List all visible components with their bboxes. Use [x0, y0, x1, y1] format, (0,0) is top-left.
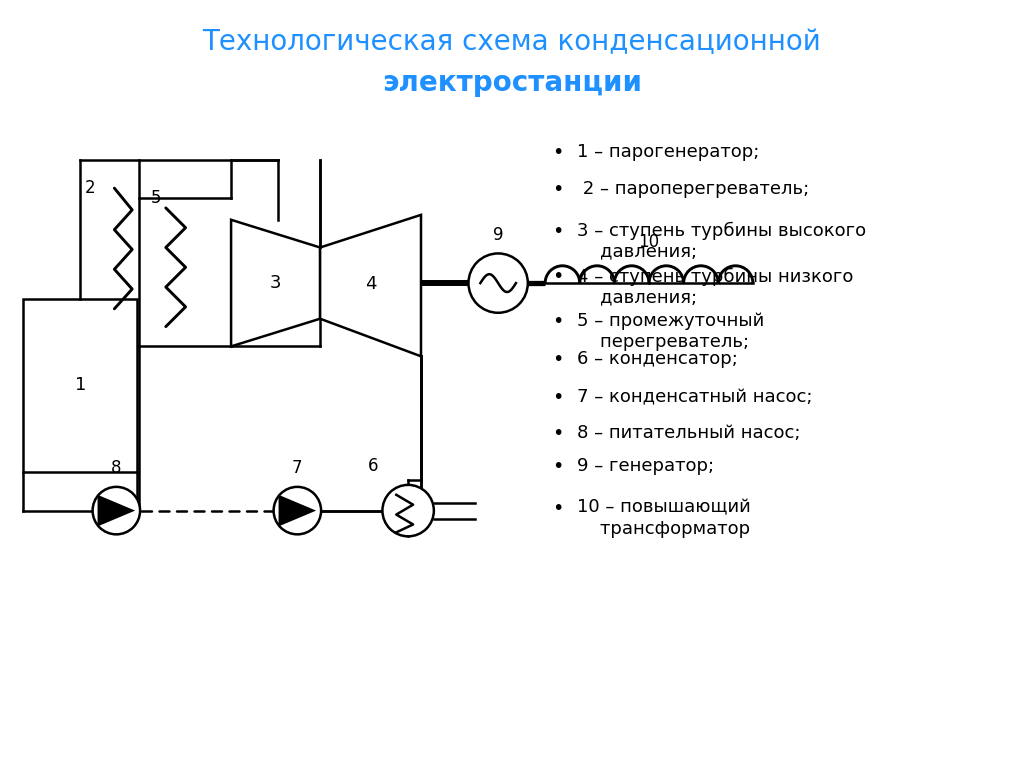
- Circle shape: [92, 487, 140, 535]
- Text: 2: 2: [84, 179, 95, 197]
- Text: 3 – ступень турбины высокого
    давления;: 3 – ступень турбины высокого давления;: [578, 222, 866, 261]
- Text: 1 – парогенератор;: 1 – парогенератор;: [578, 143, 760, 161]
- Text: 9: 9: [493, 226, 504, 243]
- Text: •: •: [552, 312, 563, 331]
- Text: 9 – генератор;: 9 – генератор;: [578, 457, 715, 475]
- Text: 7: 7: [292, 459, 303, 477]
- Text: 1: 1: [75, 376, 86, 395]
- Text: 7 – конденсатный насос;: 7 – конденсатный насос;: [578, 388, 813, 406]
- Text: •: •: [552, 267, 563, 286]
- Polygon shape: [321, 215, 421, 356]
- Text: Технологическая схема конденсационной: Технологическая схема конденсационной: [203, 28, 821, 56]
- Text: 3: 3: [270, 274, 282, 292]
- Text: •: •: [552, 222, 563, 241]
- Circle shape: [468, 253, 527, 313]
- Text: 8 – питательный насос;: 8 – питательный насос;: [578, 424, 801, 442]
- Text: 4: 4: [365, 276, 376, 293]
- Text: •: •: [552, 457, 563, 476]
- Text: 5: 5: [151, 189, 161, 207]
- Text: 6: 6: [369, 457, 379, 475]
- Text: •: •: [552, 350, 563, 369]
- Text: 5 – промежуточный
    перегреватель;: 5 – промежуточный перегреватель;: [578, 312, 765, 351]
- Text: •: •: [552, 424, 563, 442]
- Polygon shape: [97, 495, 135, 526]
- Circle shape: [273, 487, 322, 535]
- Text: 10 – повышающий
    трансформатор: 10 – повышающий трансформатор: [578, 498, 751, 538]
- Text: 10: 10: [638, 233, 659, 251]
- Text: •: •: [552, 388, 563, 407]
- Text: 4 – ступень турбины низкого
    давления;: 4 – ступень турбины низкого давления;: [578, 267, 854, 306]
- Text: электростанции: электростанции: [382, 69, 642, 98]
- Polygon shape: [279, 495, 316, 526]
- Text: •: •: [552, 180, 563, 199]
- Circle shape: [382, 485, 434, 536]
- Text: 6 – конденсатор;: 6 – конденсатор;: [578, 350, 738, 369]
- Text: 8: 8: [111, 459, 122, 477]
- Text: •: •: [552, 498, 563, 518]
- Polygon shape: [231, 220, 321, 346]
- Text: •: •: [552, 143, 563, 161]
- Text: 2 – пароперегреватель;: 2 – пароперегреватель;: [578, 180, 810, 198]
- Bar: [24, 299, 137, 472]
